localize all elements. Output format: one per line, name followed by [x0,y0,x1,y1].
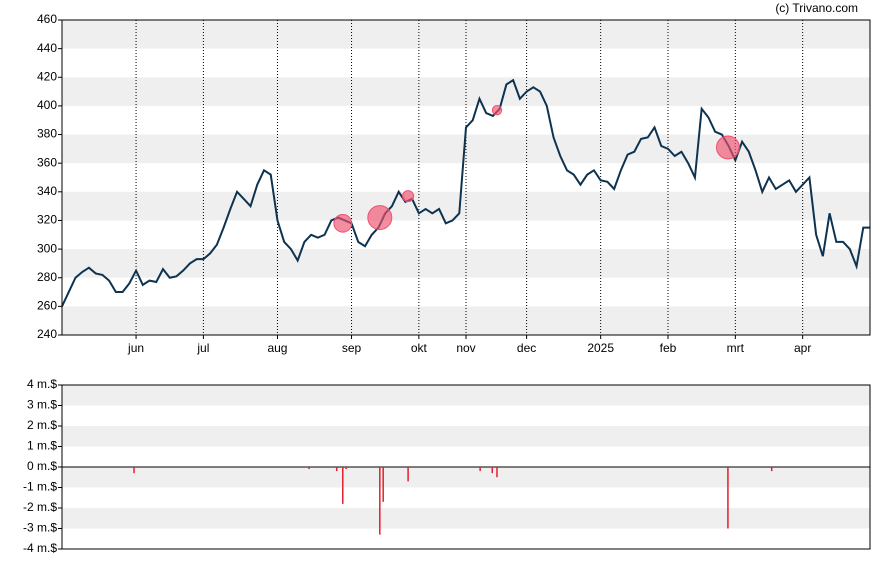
bar [496,467,498,478]
bar [479,467,481,472]
y-tick-label: 1 m.$ [27,439,57,453]
y-tick-label: 0 m.$ [27,459,57,473]
y-tick-label: 460 [37,12,57,26]
x-tick-label: aug [267,341,287,355]
bar [770,467,773,472]
y-tick-label: 300 [37,241,57,255]
y-tick-label: 3 m.$ [27,398,57,412]
y-tick-label: 360 [37,155,57,169]
y-tick-label: 400 [37,98,57,112]
bar [382,467,384,502]
y-tick-label: 280 [37,270,57,284]
x-tick-label: mrt [727,341,745,355]
y-tick-label: 260 [37,299,57,313]
x-tick-label: jul [196,341,209,355]
grid-band [62,426,870,447]
bar [727,467,729,529]
x-tick-label: jun [127,341,144,355]
y-tick-label: -3 m.$ [23,521,57,535]
y-tick-label: -2 m.$ [23,500,57,514]
y-tick-label: 380 [37,127,57,141]
bar [342,467,344,504]
trade-bubble [491,105,503,116]
x-tick-label: nov [456,341,475,355]
x-tick-label: okt [411,341,428,355]
credit: (c) Trivano.com [775,1,858,15]
x-tick-label: 2025 [587,341,614,355]
bar [491,467,494,474]
bar [407,467,409,482]
grid-band [62,20,870,49]
trade-bubble [333,213,353,233]
y-tick-label: -1 m.$ [23,480,57,494]
y-tick-label: 240 [37,327,57,341]
grid-band [62,385,870,406]
plot-frame [61,19,871,336]
bar [133,467,135,474]
grid-band [62,467,870,488]
bar [308,467,310,470]
y-tick-label: 2 m.$ [27,418,57,432]
trade-bubble [715,135,740,160]
y-tick-label: 440 [37,41,57,55]
y-tick-label: 420 [37,69,57,83]
trade-bubble [402,190,415,203]
trade-bubble [367,205,393,231]
bar [379,467,381,535]
grid-band [62,508,870,529]
y-tick-label: 320 [37,213,57,227]
x-tick-label: sep [342,341,362,355]
y-tick-label: 4 m.$ [27,377,57,391]
y-tick-label: -4 m.$ [23,541,57,555]
x-tick-label: apr [794,341,811,355]
bar [335,467,338,472]
x-tick-label: feb [660,341,677,355]
y-tick-label: 340 [37,184,57,198]
price-line [61,78,870,307]
plot-frame [61,384,871,550]
x-tick-label: dec [517,341,536,355]
bar [345,467,347,470]
